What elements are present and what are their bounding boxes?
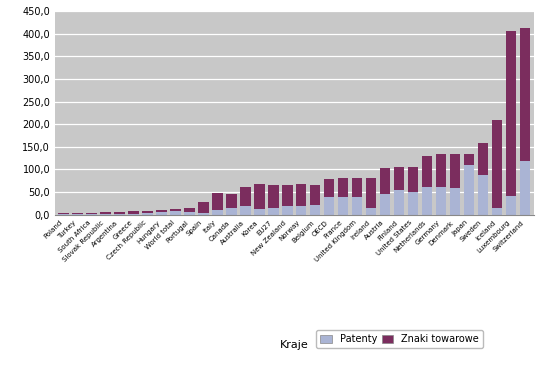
Bar — [464, 165, 475, 215]
Bar — [212, 210, 223, 215]
Bar — [128, 211, 139, 214]
Bar — [492, 208, 502, 215]
Bar — [226, 194, 236, 208]
Bar — [422, 188, 432, 215]
Bar — [296, 184, 306, 206]
Bar — [520, 28, 530, 161]
Bar — [268, 185, 278, 208]
Bar — [478, 143, 488, 175]
Bar — [128, 214, 139, 215]
Bar — [226, 208, 236, 215]
Bar — [268, 208, 278, 215]
Bar — [450, 188, 460, 215]
Bar — [366, 178, 376, 208]
Bar — [436, 154, 447, 186]
Bar — [450, 154, 460, 188]
Bar — [142, 213, 152, 215]
Bar — [240, 206, 251, 215]
Bar — [212, 193, 223, 210]
Bar — [324, 198, 334, 215]
Bar — [422, 156, 432, 188]
Bar — [198, 213, 208, 215]
Bar — [254, 184, 265, 209]
Bar — [492, 120, 502, 208]
Bar — [86, 213, 97, 214]
Bar — [100, 214, 111, 215]
Bar — [142, 211, 152, 213]
Bar — [170, 209, 180, 211]
Bar — [394, 167, 404, 190]
Bar — [184, 212, 195, 215]
Bar — [366, 208, 376, 215]
Bar — [520, 161, 530, 215]
Legend: Patenty, Znaki towarowe: Patenty, Znaki towarowe — [316, 330, 483, 348]
Bar — [408, 167, 419, 192]
Bar — [58, 213, 69, 214]
Bar — [408, 192, 419, 215]
Bar — [282, 185, 293, 206]
Bar — [198, 202, 208, 213]
Bar — [254, 209, 265, 215]
Bar — [184, 208, 195, 212]
Bar — [310, 205, 321, 215]
Bar — [324, 179, 334, 198]
Bar — [394, 190, 404, 215]
Bar — [478, 175, 488, 215]
Bar — [380, 168, 390, 194]
Bar — [156, 210, 167, 212]
Bar — [338, 196, 349, 215]
Bar — [506, 196, 516, 215]
Bar — [436, 186, 447, 215]
X-axis label: Kraje: Kraje — [280, 340, 309, 350]
Bar — [240, 186, 251, 206]
Bar — [506, 31, 516, 196]
Bar — [296, 206, 306, 215]
Bar — [156, 212, 167, 215]
Bar — [170, 211, 180, 215]
Bar — [310, 185, 321, 205]
Bar — [352, 178, 362, 196]
Bar — [282, 206, 293, 215]
Bar — [352, 196, 362, 215]
Bar — [338, 178, 349, 196]
Bar — [464, 154, 475, 165]
Bar — [100, 212, 111, 214]
Bar — [114, 212, 125, 214]
Bar — [380, 194, 390, 215]
Bar — [72, 213, 82, 215]
